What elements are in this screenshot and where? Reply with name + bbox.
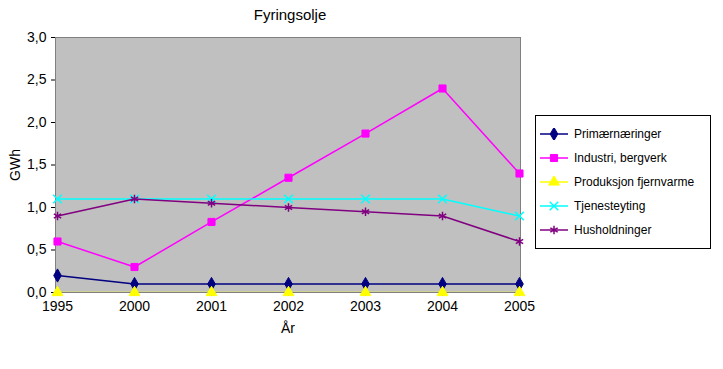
svg-text:1995: 1995	[42, 298, 73, 314]
svg-text:0,0: 0,0	[27, 284, 47, 300]
svg-text:3,0: 3,0	[27, 29, 47, 45]
svg-text:2,5: 2,5	[27, 71, 47, 87]
svg-text:GWh: GWh	[7, 149, 23, 181]
svg-text:2000: 2000	[119, 298, 150, 314]
html-text:Industri, bergverk: Industri, bergverk	[574, 151, 667, 165]
html-text:Tjenesteyting: Tjenesteyting	[574, 199, 646, 213]
html-text:Produksjon fjernvarme: Produksjon fjernvarme	[574, 175, 695, 189]
svg-text:2003: 2003	[350, 298, 381, 314]
svg-text:2004: 2004	[427, 298, 458, 314]
svg-text:2,0: 2,0	[27, 114, 47, 130]
svg-text:1,0: 1,0	[27, 199, 47, 215]
svg-text:2005: 2005	[504, 298, 535, 314]
html-text:Fyringsolje: Fyringsolje	[253, 6, 327, 23]
svg-text:0,5: 0,5	[27, 241, 47, 257]
svg-text:1,5: 1,5	[27, 156, 47, 172]
svg-text:2001: 2001	[196, 298, 227, 314]
html-text:Primærnæringer: Primærnæringer	[574, 127, 662, 141]
html-text:Husholdninger: Husholdninger	[574, 223, 652, 237]
svg-text:2002: 2002	[273, 298, 304, 314]
svg-text:År: År	[281, 320, 295, 336]
